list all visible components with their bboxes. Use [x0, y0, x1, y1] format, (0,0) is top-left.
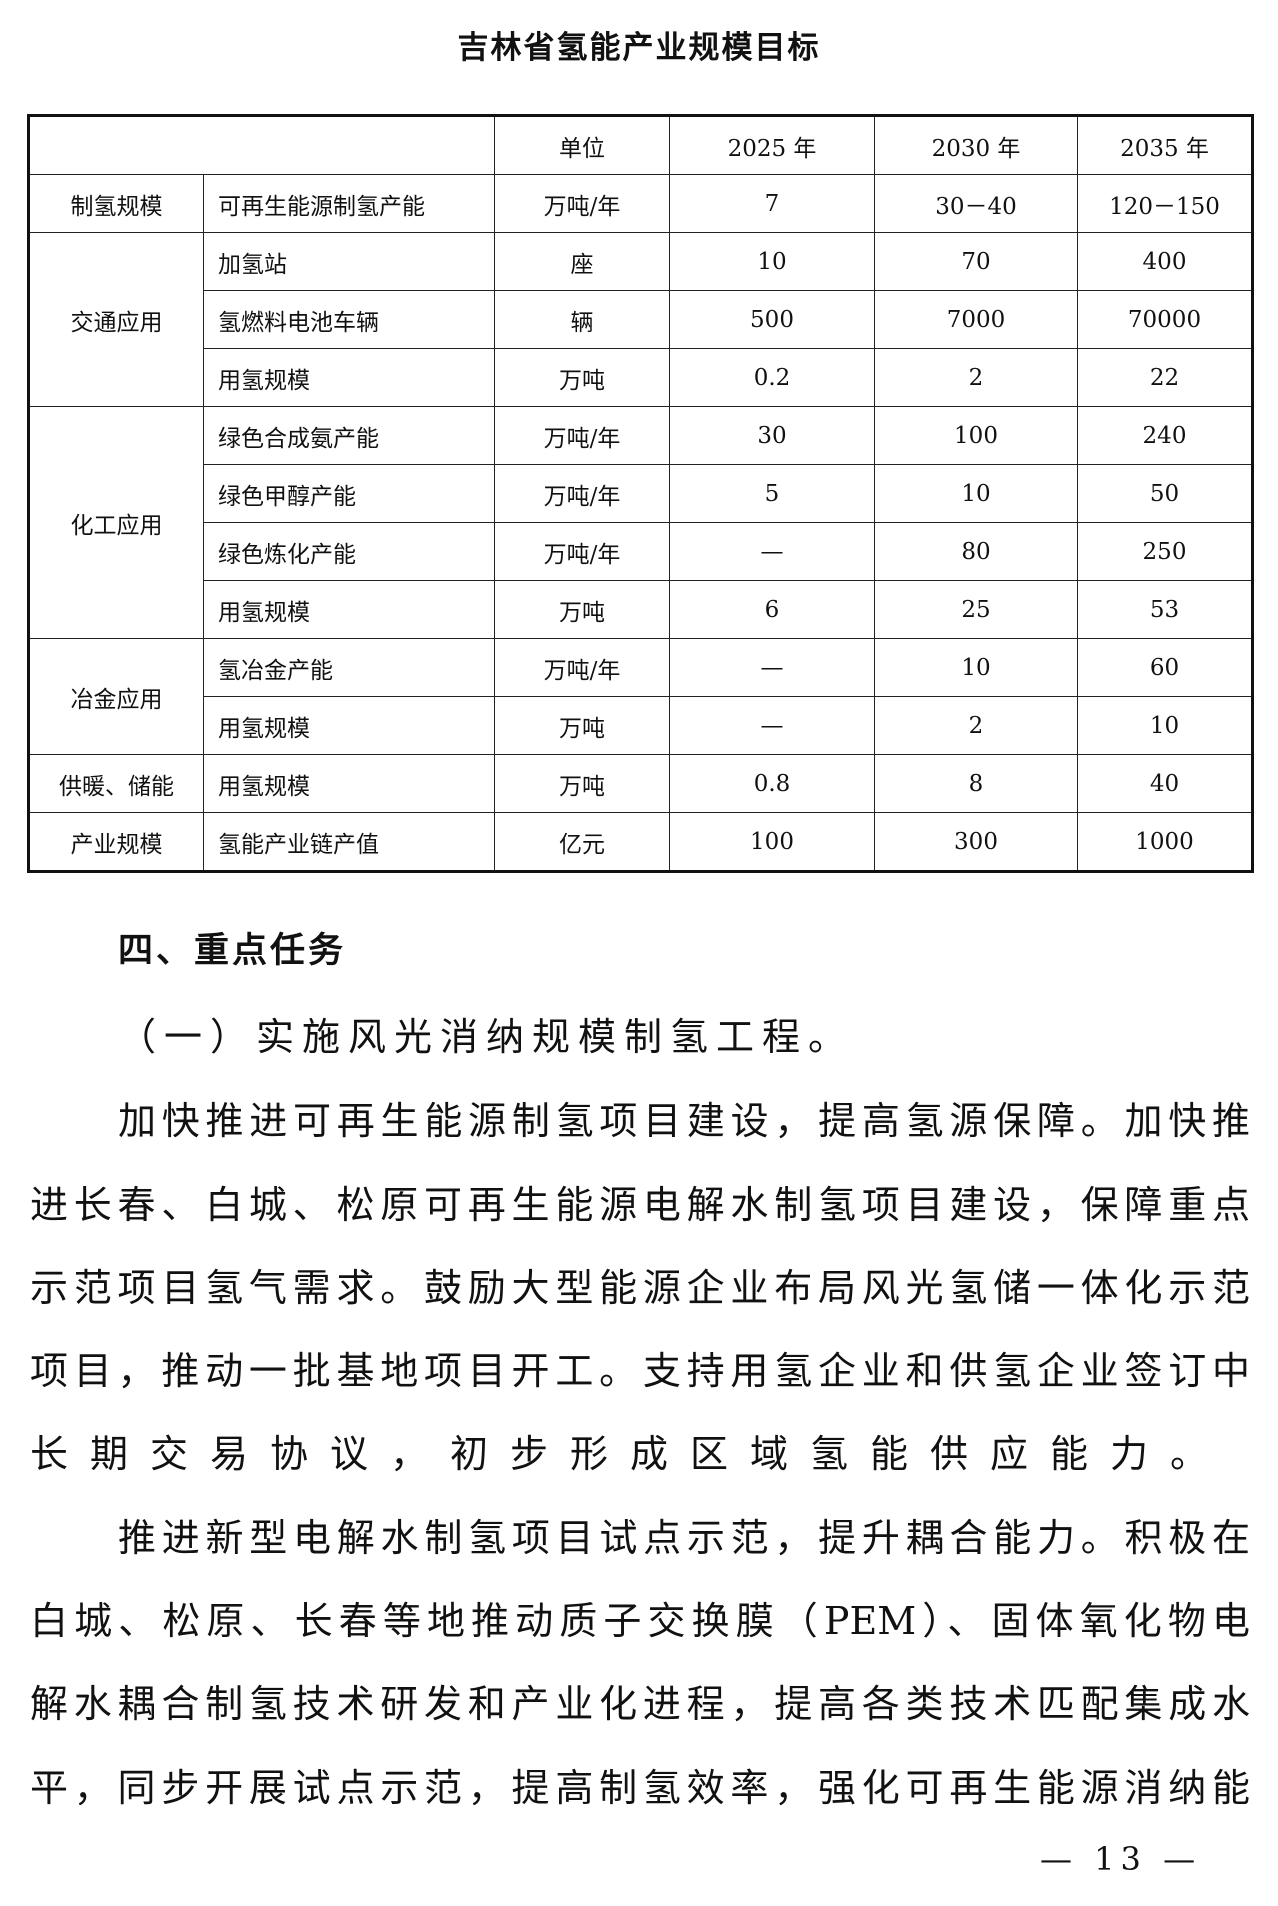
unit-cell: 万吨/年 [494, 406, 670, 465]
table-row: 化工应用 绿色合成氨产能 万吨/年 30 100 240 [28, 406, 1253, 639]
value-2035-cell: 250 [1077, 522, 1253, 581]
unit-cell: 万吨/年 [494, 522, 670, 581]
paragraph-line: 示范项目氢气需求。鼓励大型能源企业布局风光氢储一体化示范 [30, 1266, 1250, 1310]
value-2025-cell: 0.2 [669, 348, 875, 407]
category-cell: 化工应用 [28, 406, 204, 639]
table-row: 产业规模 氢能产业链产值 亿元 100 300 1000 [28, 812, 1253, 872]
value-2025-cell: 500 [669, 290, 875, 349]
table-header-row: 单位 2025 年 2030 年 2035 年 [28, 115, 1253, 175]
unit-cell: 万吨 [494, 580, 670, 639]
value-2035-cell: 50 [1077, 464, 1253, 523]
value-2025-cell: 10 [669, 232, 875, 291]
unit-cell: 辆 [494, 290, 670, 349]
paragraph-line: 白城、松原、长春等地推动质子交换膜（PEM）、固体氧化物电 [30, 1599, 1250, 1643]
unit-cell: 万吨 [494, 696, 670, 755]
table-row: 冶金应用 氢冶金产能 万吨/年 —10 60 [28, 638, 1253, 755]
value-2035-cell: 240 [1077, 406, 1253, 465]
category-cell: 冶金应用 [28, 638, 204, 755]
value-2025-cell: 0.8 [669, 754, 875, 813]
table-row: 氢燃料电池车辆辆 500 7000 70000 [29, 290, 1253, 349]
value-2025-cell: — [669, 696, 875, 755]
item-cell: 绿色合成氨产能 [203, 406, 495, 465]
value-2025-cell: 30 [669, 406, 875, 465]
unit-cell: 亿元 [494, 812, 670, 872]
table-row: 用氢规模 万吨 0.2 2 22 [29, 348, 1253, 407]
page-number: — 13 — [1040, 1840, 1202, 1878]
item-cell: 氢冶金产能 [203, 638, 495, 697]
unit-cell: 万吨 [494, 348, 670, 407]
category-cell: 产业规模 [28, 812, 204, 872]
value-2030-cell: 70 [874, 232, 1078, 291]
header-2025: 2025 年 [669, 115, 875, 175]
category-cell: 供暖、储能 [28, 754, 204, 813]
table-row: 用氢规模 万吨 6 25 53 [29, 580, 1253, 639]
item-cell: 绿色甲醇产能 [203, 464, 495, 523]
value-2035-cell: 1000 [1077, 812, 1253, 872]
paragraph-line: 平，同步开展试点示范，提高制氢效率，强化可再生能源消纳能 [30, 1766, 1250, 1810]
item-cell: 用氢规模 [203, 696, 495, 755]
value-2025-cell: — [669, 638, 875, 697]
table-row: 交通应用 加氢站座 10 70 400 [28, 232, 1253, 407]
unit-cell: 万吨 [494, 754, 670, 813]
value-2030-cell: 80 [874, 522, 1078, 581]
category-cell: 制氢规模 [28, 174, 204, 233]
header-unit: 单位 [494, 115, 670, 175]
header-2030: 2030 年 [874, 115, 1078, 175]
value-2030-cell: 10 [874, 464, 1078, 523]
subsection-heading: （一）实施风光消纳规模制氢工程。 [118, 1015, 855, 1059]
table-row: 供暖、储能 用氢规模 万吨 0.8 8 40 [28, 754, 1253, 813]
value-2030-cell: 2 [874, 696, 1078, 755]
unit-cell: 座 [494, 232, 670, 291]
table-row: 用氢规模 万吨 —2 10 [29, 696, 1253, 755]
value-2035-cell: 40 [1077, 754, 1253, 813]
value-2030-cell: 2 [874, 348, 1078, 407]
table-row: 绿色炼化产能 万吨/年 —80 250 [29, 522, 1253, 581]
value-2030-cell: 7000 [874, 290, 1078, 349]
value-2035-cell: 10 [1077, 696, 1253, 755]
item-cell: 加氢站 [203, 232, 495, 291]
unit-cell: 万吨/年 [494, 464, 670, 523]
value-2025-cell: 100 [669, 812, 875, 872]
header-2035: 2035 年 [1077, 115, 1253, 175]
hydrogen-targets-table: 单位 2025 年 2030 年 2035 年 制氢规模 可再生能源制氢产能 万吨/… [27, 114, 1254, 873]
table-title: 吉林省氢能产业规模目标 [457, 30, 821, 66]
value-2035-cell: 400 [1077, 232, 1253, 291]
value-2035-cell: 70000 [1077, 290, 1253, 349]
value-2025-cell: 7 [669, 174, 875, 233]
table-row: 绿色甲醇产能 万吨/年 5 10 50 [29, 464, 1253, 523]
value-2030-cell: 100 [874, 406, 1078, 465]
value-2030-cell: 25 [874, 580, 1078, 639]
value-2030-cell: 10 [874, 638, 1078, 697]
value-2035-cell: 60 [1077, 638, 1253, 697]
table-row: 制氢规模 可再生能源制氢产能 万吨/年 7 30－40 120－150 [28, 174, 1253, 233]
item-cell: 绿色炼化产能 [203, 522, 495, 581]
category-cell: 交通应用 [28, 232, 204, 407]
unit-cell: 万吨/年 [494, 174, 670, 233]
paragraph-line: 推进新型电解水制氢项目试点示范，提升耦合能力。积极在 [118, 1516, 1250, 1560]
value-2030-cell: 30－40 [874, 174, 1078, 233]
paragraph-line: 解水耦合制氢技术研发和产业化进程，提高各类技术匹配集成水 [30, 1682, 1250, 1726]
paragraph-line: 长期交易协议，初步形成区域氢能供应能力。 [30, 1432, 1231, 1476]
item-cell: 用氢规模 [203, 348, 495, 407]
unit-cell: 万吨/年 [494, 638, 670, 697]
value-2030-cell: 8 [874, 754, 1078, 813]
header-blank [28, 115, 495, 175]
value-2030-cell: 300 [874, 812, 1078, 872]
value-2035-cell: 53 [1077, 580, 1253, 639]
paragraph-line: 项目，推动一批基地项目开工。支持用氢企业和供氢企业签订中 [30, 1349, 1250, 1393]
item-cell: 用氢规模 [203, 580, 495, 639]
item-cell: 氢燃料电池车辆 [203, 290, 495, 349]
value-2025-cell: 5 [669, 464, 875, 523]
item-cell: 氢能产业链产值 [203, 812, 495, 872]
section-heading: 四、重点任务 [118, 931, 347, 971]
item-cell: 用氢规模 [203, 754, 495, 813]
item-cell: 可再生能源制氢产能 [203, 174, 495, 233]
paragraph-line: 进长春、白城、松原可再生能源电解水制氢项目建设，保障重点 [30, 1183, 1250, 1227]
value-2035-cell: 22 [1077, 348, 1253, 407]
paragraph-line: 加快推进可再生能源制氢项目建设，提高氢源保障。加快推 [118, 1099, 1250, 1143]
value-2025-cell: — [669, 522, 875, 581]
value-2025-cell: 6 [669, 580, 875, 639]
value-2035-cell: 120－150 [1077, 174, 1253, 233]
